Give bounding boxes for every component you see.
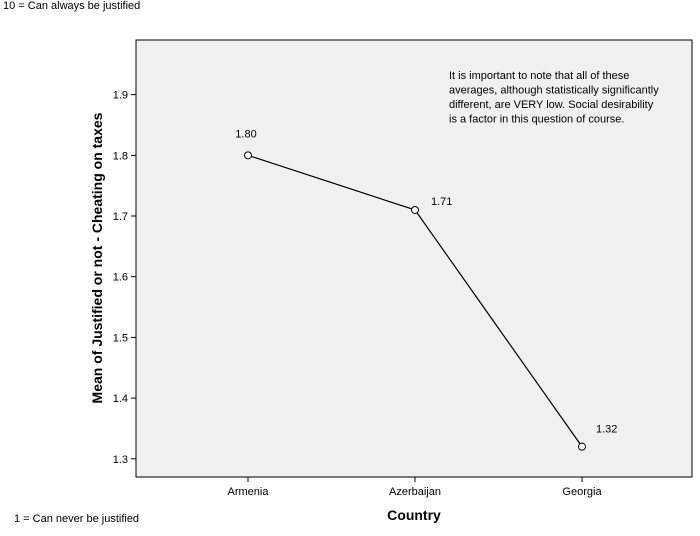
annotation-line-3: is a factor in this question of course. <box>449 114 624 126</box>
data-point-0 <box>244 151 252 160</box>
data-point-2 <box>578 442 586 451</box>
x-axis: Armenia Azerbaijan Georgia <box>228 477 602 498</box>
series-group: 1.80 1.71 1.32 <box>235 128 617 451</box>
x-axis-title: Country <box>387 507 441 523</box>
y-tick-label-0: 1.3 <box>113 454 128 466</box>
data-label-0: 1.80 <box>235 128 256 140</box>
annotation-line-2: different, are VERY low. Social desirabi… <box>449 99 654 111</box>
top-scale-note: 10 = Can always be justified <box>3 0 141 12</box>
y-tick-label-2: 1.5 <box>113 332 128 344</box>
y-tick-label-4: 1.7 <box>113 211 128 223</box>
annotation-line-1: averages, although statistically signifi… <box>449 85 659 97</box>
y-tick-label-6: 1.9 <box>113 90 128 102</box>
y-tick-label-1: 1.4 <box>113 393 128 405</box>
x-tick-label-0: Armenia <box>228 486 270 498</box>
annotation-note: It is important to note that all of thes… <box>449 70 659 126</box>
x-tick-label-2: Georgia <box>562 486 602 498</box>
data-point-1 <box>411 205 419 214</box>
y-tick-label-3: 1.6 <box>113 272 128 284</box>
y-axis: 1.3 1.4 1.5 1.6 1.7 1.8 1.9 <box>113 90 136 466</box>
annotation-line-0: It is important to note that all of thes… <box>449 70 629 82</box>
data-label-2: 1.32 <box>596 424 617 436</box>
y-tick-label-5: 1.8 <box>113 150 128 162</box>
bottom-scale-note: 1 = Can never be justified <box>14 513 140 525</box>
y-axis-title: Mean of Justified or not - Cheating on t… <box>89 112 105 403</box>
x-tick-label-1: Azerbaijan <box>389 486 441 498</box>
data-label-1: 1.71 <box>431 196 452 208</box>
plot-area <box>135 39 693 478</box>
